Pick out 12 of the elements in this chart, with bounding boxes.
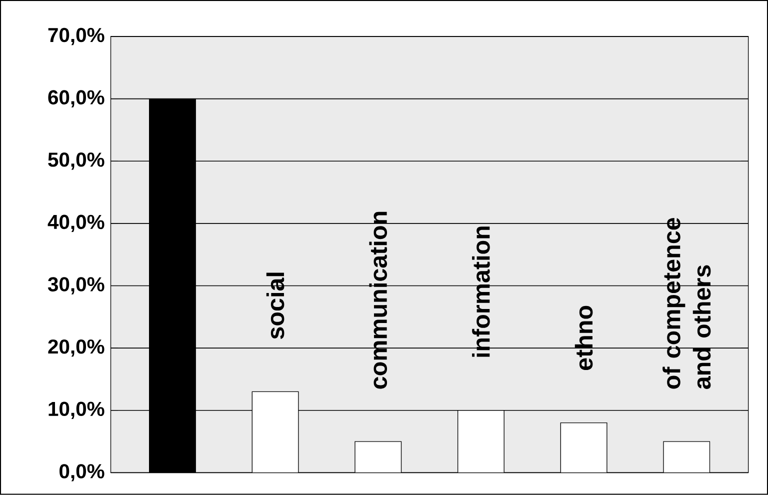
y-tick-label: 50,0% <box>48 152 104 170</box>
x-tick-label: social <box>266 272 284 340</box>
y-tick-label: 70,0% <box>48 28 104 46</box>
x-tick-label: ethno <box>574 306 593 370</box>
y-tick-label: 60,0% <box>48 90 104 108</box>
y-tick-label: 0,0% <box>60 464 104 482</box>
x-tick-label: information <box>472 226 490 357</box>
y-tick-label: 10,0% <box>48 402 104 420</box>
y-tick-label: 40,0% <box>48 214 104 232</box>
x-tick-label: communication <box>369 212 388 389</box>
y-tick-label: 20,0% <box>48 340 104 357</box>
y-tick-label: 30,0% <box>48 277 104 294</box>
